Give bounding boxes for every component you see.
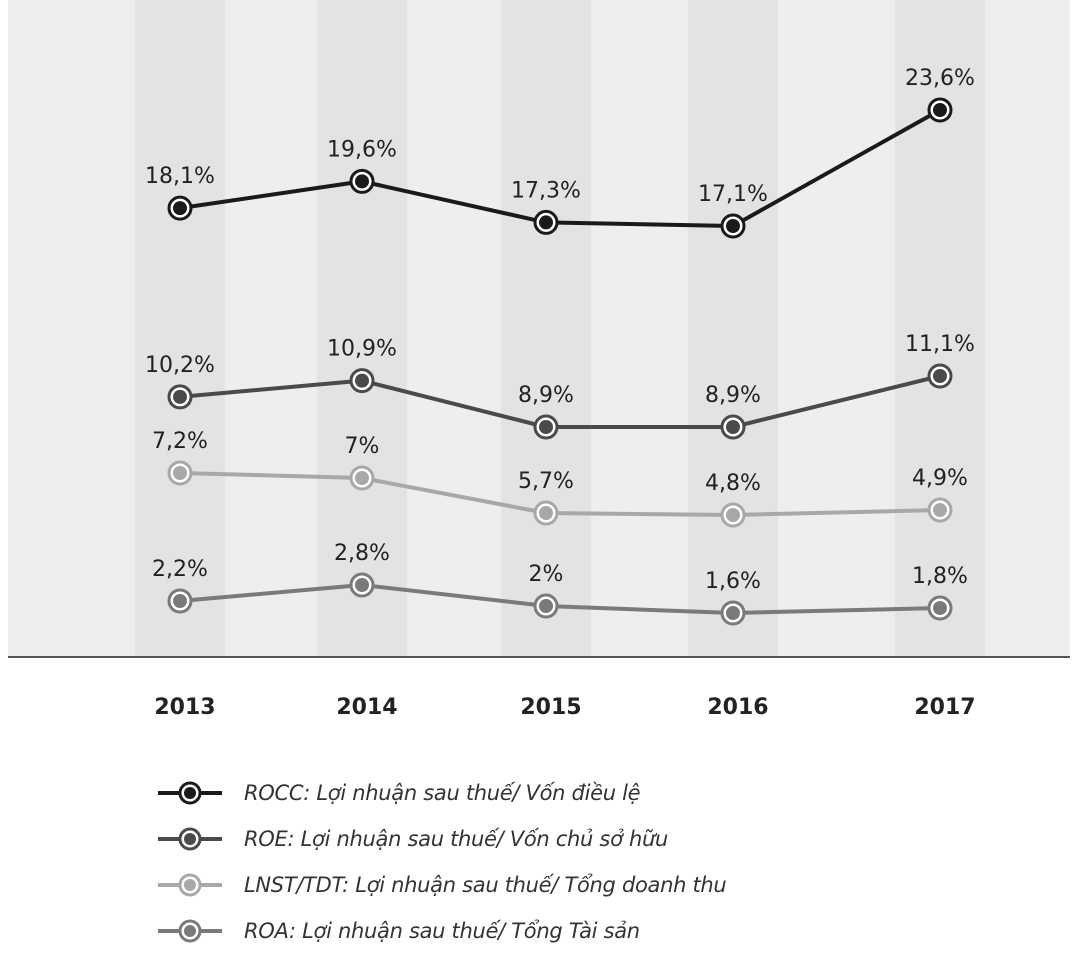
data-label: 4,9% bbox=[912, 466, 968, 491]
chart-legend: ROCC: Lợi nhuận sau thuế/ Vốn điều lệ ROE… bbox=[158, 770, 727, 954]
data-point bbox=[539, 506, 553, 520]
x-tick-label: 2015 bbox=[520, 695, 581, 720]
data-point bbox=[173, 389, 187, 404]
data-label: 17,1% bbox=[698, 182, 768, 207]
data-label: 18,1% bbox=[145, 164, 215, 189]
data-label: 10,2% bbox=[145, 353, 215, 378]
data-label: 2,2% bbox=[152, 557, 208, 582]
data-label: 4,8% bbox=[705, 471, 761, 496]
data-point bbox=[933, 601, 947, 615]
data-label: 10,9% bbox=[327, 337, 397, 362]
x-tick-label: 2014 bbox=[336, 695, 397, 720]
series-0: 18,1% 19,6% 17,3% 17,1% 23,6% bbox=[145, 66, 975, 239]
legend-item: LNST/TDT: Lợi nhuận sau thuế/ Tổng doanh… bbox=[158, 862, 727, 908]
data-point bbox=[726, 420, 740, 434]
data-label: 2% bbox=[529, 562, 564, 587]
legend-marker bbox=[184, 833, 196, 845]
category-band bbox=[135, 0, 225, 657]
series-3: 2,2% 2,8% 2% 1,6% 1,8% bbox=[152, 541, 968, 626]
series-1: 10,2% 10,9% 8,9% 8,9% 11,1% bbox=[145, 332, 975, 440]
data-point bbox=[539, 215, 553, 230]
data-point bbox=[539, 599, 553, 613]
data-point bbox=[933, 369, 947, 383]
data-point bbox=[933, 503, 947, 517]
data-label: 8,9% bbox=[518, 383, 574, 408]
category-band bbox=[317, 0, 407, 657]
data-point bbox=[539, 420, 553, 434]
data-point bbox=[173, 594, 187, 608]
data-label: 1,6% bbox=[705, 569, 761, 594]
x-tick-label: 2013 bbox=[154, 695, 215, 720]
legend-swatch bbox=[158, 827, 222, 851]
legend-swatch bbox=[158, 873, 222, 897]
data-label: 7,2% bbox=[152, 429, 208, 454]
legend-label: ROA: Lợi nhuận sau thuế/ Tổng Tài sản bbox=[244, 919, 640, 943]
category-band bbox=[501, 0, 591, 657]
data-label: 5,7% bbox=[518, 469, 574, 494]
legend-label: ROCC: Lợi nhuận sau thuế/ Vốn điều lệ bbox=[244, 781, 641, 805]
data-label: 23,6% bbox=[905, 66, 975, 91]
legend-marker bbox=[184, 879, 196, 891]
data-point bbox=[726, 219, 740, 233]
legend-marker bbox=[184, 787, 196, 799]
x-tick-label: 2016 bbox=[707, 695, 768, 720]
data-label: 8,9% bbox=[705, 383, 761, 408]
data-point bbox=[726, 606, 740, 620]
category-band bbox=[688, 0, 778, 657]
legend-marker bbox=[184, 925, 196, 937]
data-point bbox=[355, 578, 369, 592]
data-label: 19,6% bbox=[327, 137, 397, 162]
series-2: 7,2% 7% 5,7% 4,8% 4,9% bbox=[152, 429, 968, 528]
legend-label: ROE: Lợi nhuận sau thuế/ Vốn chủ sở hữu bbox=[244, 827, 669, 851]
data-label: 1,8% bbox=[912, 564, 968, 589]
data-label: 11,1% bbox=[905, 332, 975, 357]
legend-swatch bbox=[158, 919, 222, 943]
data-label: 17,3% bbox=[511, 178, 581, 203]
data-label: 7% bbox=[345, 434, 380, 459]
legend-swatch bbox=[158, 781, 222, 805]
data-point bbox=[933, 103, 947, 117]
data-point bbox=[726, 508, 740, 522]
legend-item: ROE: Lợi nhuận sau thuế/ Vốn chủ sở hữu bbox=[158, 816, 726, 862]
data-point bbox=[173, 201, 187, 216]
data-point bbox=[355, 174, 369, 189]
data-point bbox=[355, 471, 369, 485]
legend-item: ROA: Lợi nhuận sau thuế/ Tổng Tài sản bbox=[158, 908, 726, 954]
legend-item: ROCC: Lợi nhuận sau thuế/ Vốn điều lệ bbox=[158, 770, 726, 816]
data-label: 2,8% bbox=[334, 541, 390, 566]
x-tick-label: 2017 bbox=[914, 695, 975, 720]
data-point bbox=[173, 466, 187, 480]
data-point bbox=[355, 373, 369, 388]
legend-label: LNST/TDT: Lợi nhuận sau thuế/ Tổng doanh… bbox=[244, 873, 727, 897]
